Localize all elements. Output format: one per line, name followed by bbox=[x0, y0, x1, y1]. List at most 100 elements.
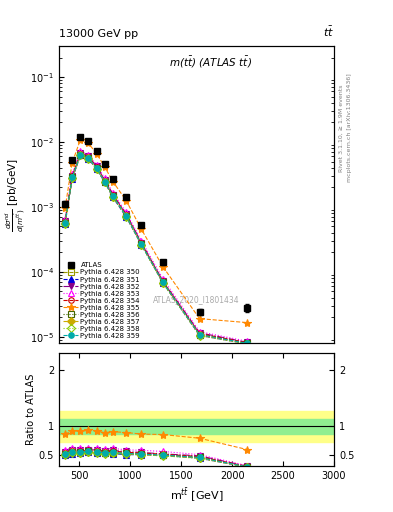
Pythia 6.428 350 bbox=[63, 219, 68, 225]
Pythia 6.428 353 bbox=[245, 338, 250, 345]
Pythia 6.428 352 bbox=[160, 278, 165, 284]
Pythia 6.428 353 bbox=[124, 209, 129, 216]
Pythia 6.428 351 bbox=[63, 221, 68, 227]
Line: Pythia 6.428 351: Pythia 6.428 351 bbox=[62, 153, 250, 347]
Pythia 6.428 357 bbox=[245, 340, 250, 347]
Line: Pythia 6.428 354: Pythia 6.428 354 bbox=[62, 151, 250, 346]
Pythia 6.428 356 bbox=[139, 241, 144, 247]
Pythia 6.428 353 bbox=[94, 162, 99, 168]
X-axis label: m$^{t\bar{t}}$ [GeV]: m$^{t\bar{t}}$ [GeV] bbox=[170, 486, 223, 504]
Pythia 6.428 357 bbox=[110, 194, 115, 200]
Pythia 6.428 353 bbox=[110, 190, 115, 196]
Pythia 6.428 356 bbox=[63, 220, 68, 226]
Pythia 6.428 351 bbox=[70, 176, 75, 182]
Pythia 6.428 351 bbox=[94, 166, 99, 173]
Pythia 6.428 355 bbox=[86, 140, 91, 146]
Pythia 6.428 359 bbox=[63, 220, 68, 226]
Pythia 6.428 352 bbox=[94, 163, 99, 169]
Pythia 6.428 351 bbox=[86, 156, 91, 162]
Line: Pythia 6.428 356: Pythia 6.428 356 bbox=[62, 152, 250, 346]
Legend: ATLAS, Pythia 6.428 350, Pythia 6.428 351, Pythia 6.428 352, Pythia 6.428 353, P: ATLAS, Pythia 6.428 350, Pythia 6.428 35… bbox=[62, 262, 141, 339]
Pythia 6.428 350 bbox=[124, 212, 129, 218]
Pythia 6.428 359 bbox=[139, 241, 144, 247]
Pythia 6.428 354 bbox=[245, 339, 250, 346]
Pythia 6.428 358 bbox=[78, 153, 83, 159]
Pythia 6.428 359 bbox=[245, 340, 250, 347]
Pythia 6.428 356 bbox=[197, 331, 202, 337]
Text: mcplots.cern.ch [arXiv:1306.3436]: mcplots.cern.ch [arXiv:1306.3436] bbox=[347, 74, 352, 182]
Text: m(t$\bar{t}$) (ATLAS t$\bar{t}$): m(t$\bar{t}$) (ATLAS t$\bar{t}$) bbox=[169, 55, 252, 70]
Pythia 6.428 354 bbox=[86, 154, 91, 160]
Pythia 6.428 355 bbox=[124, 198, 129, 204]
Pythia 6.428 351 bbox=[197, 332, 202, 338]
Pythia 6.428 358 bbox=[197, 333, 202, 339]
Pythia 6.428 359 bbox=[197, 331, 202, 337]
Pythia 6.428 356 bbox=[110, 194, 115, 200]
Pythia 6.428 354 bbox=[160, 279, 165, 285]
Pythia 6.428 350 bbox=[86, 154, 91, 160]
Line: Pythia 6.428 355: Pythia 6.428 355 bbox=[61, 136, 252, 327]
Pythia 6.428 356 bbox=[245, 340, 250, 347]
Pythia 6.428 359 bbox=[86, 155, 91, 161]
Pythia 6.428 358 bbox=[110, 194, 115, 200]
Pythia 6.428 357 bbox=[70, 175, 75, 181]
Pythia 6.428 352 bbox=[63, 218, 68, 224]
Pythia 6.428 359 bbox=[160, 279, 165, 285]
Pythia 6.428 350 bbox=[245, 340, 250, 346]
Pythia 6.428 350 bbox=[110, 193, 115, 199]
Pythia 6.428 354 bbox=[63, 219, 68, 225]
Pythia 6.428 354 bbox=[139, 240, 144, 246]
Pythia 6.428 351 bbox=[124, 214, 129, 220]
Pythia 6.428 358 bbox=[94, 166, 99, 172]
Pythia 6.428 357 bbox=[94, 165, 99, 172]
Pythia 6.428 354 bbox=[103, 178, 107, 184]
Pythia 6.428 351 bbox=[139, 242, 144, 248]
Pythia 6.428 350 bbox=[139, 241, 144, 247]
Pythia 6.428 357 bbox=[103, 179, 107, 185]
Pythia 6.428 351 bbox=[78, 153, 83, 159]
Pythia 6.428 351 bbox=[110, 195, 115, 201]
Line: Pythia 6.428 353: Pythia 6.428 353 bbox=[62, 148, 250, 344]
Pythia 6.428 359 bbox=[110, 193, 115, 199]
Pythia 6.428 355 bbox=[103, 164, 107, 170]
Pythia 6.428 358 bbox=[70, 175, 75, 181]
Pythia 6.428 356 bbox=[86, 155, 91, 161]
Pythia 6.428 352 bbox=[110, 191, 115, 198]
Pythia 6.428 352 bbox=[124, 211, 129, 217]
Pythia 6.428 359 bbox=[103, 179, 107, 185]
Pythia 6.428 359 bbox=[78, 152, 83, 158]
Pythia 6.428 358 bbox=[160, 280, 165, 286]
Pythia 6.428 351 bbox=[160, 280, 165, 286]
Pythia 6.428 355 bbox=[139, 226, 144, 232]
Pythia 6.428 359 bbox=[94, 165, 99, 171]
Pythia 6.428 359 bbox=[70, 174, 75, 180]
Line: Pythia 6.428 352: Pythia 6.428 352 bbox=[62, 150, 250, 345]
Pythia 6.428 357 bbox=[160, 280, 165, 286]
Pythia 6.428 355 bbox=[197, 315, 202, 322]
Pythia 6.428 355 bbox=[245, 319, 250, 326]
Pythia 6.428 352 bbox=[139, 240, 144, 246]
Pythia 6.428 356 bbox=[94, 165, 99, 171]
Pythia 6.428 354 bbox=[94, 164, 99, 170]
Pythia 6.428 354 bbox=[124, 211, 129, 218]
Pythia 6.428 353 bbox=[139, 238, 144, 244]
Line: Pythia 6.428 359: Pythia 6.428 359 bbox=[62, 152, 250, 346]
Pythia 6.428 350 bbox=[160, 279, 165, 285]
Pythia 6.428 356 bbox=[103, 179, 107, 185]
Y-axis label: Ratio to ATLAS: Ratio to ATLAS bbox=[26, 374, 36, 445]
Y-axis label: $\frac{d\sigma^{nd}}{d(m^{t\bar{t}})}$ [pb/GeV]: $\frac{d\sigma^{nd}}{d(m^{t\bar{t}})}$ [… bbox=[4, 158, 27, 231]
Pythia 6.428 350 bbox=[78, 151, 83, 157]
Pythia 6.428 355 bbox=[110, 179, 115, 185]
Pythia 6.428 355 bbox=[70, 160, 75, 166]
Text: ATLAS_2020_I1801434: ATLAS_2020_I1801434 bbox=[153, 295, 240, 305]
Pythia 6.428 352 bbox=[197, 330, 202, 336]
Pythia 6.428 350 bbox=[103, 178, 107, 184]
Pythia 6.428 356 bbox=[160, 279, 165, 285]
Pythia 6.428 356 bbox=[78, 152, 83, 158]
Pythia 6.428 353 bbox=[197, 329, 202, 335]
Pythia 6.428 357 bbox=[78, 152, 83, 158]
Pythia 6.428 353 bbox=[63, 216, 68, 222]
Pythia 6.428 353 bbox=[78, 148, 83, 154]
Pythia 6.428 354 bbox=[110, 192, 115, 198]
Pythia 6.428 353 bbox=[86, 152, 91, 158]
